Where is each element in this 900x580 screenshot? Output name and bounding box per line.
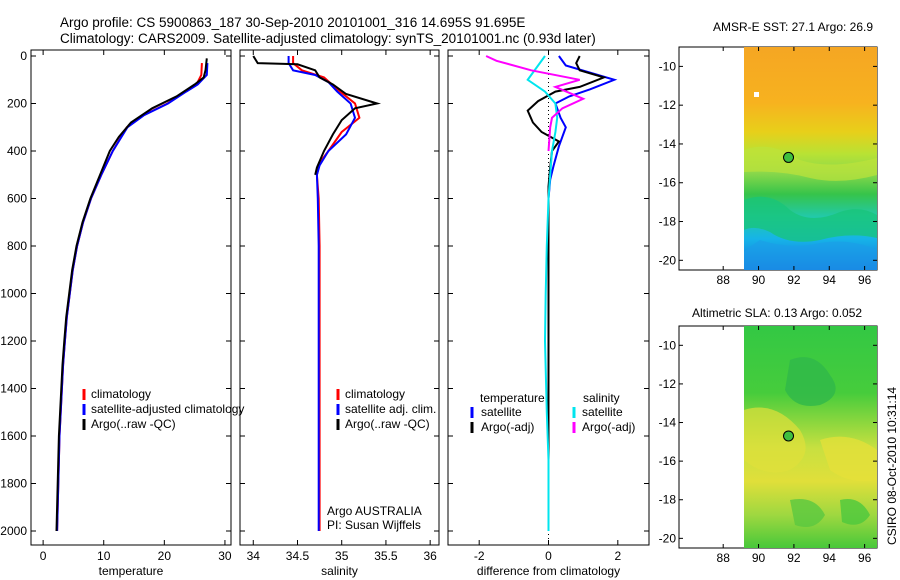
sst-argo-marker [783,151,795,163]
depth-tick-label: 1400 [0,382,27,396]
sst-map-ytick-label: -18 [659,215,677,229]
difference-legend-label: Argo(-adj) [481,420,534,434]
depth-tick-label: 1200 [0,334,27,348]
difference-legend-header-salinity: salinity [583,391,620,405]
sst-map-ytick-label: -10 [659,59,677,73]
sla-map-xtick-label: 94 [823,551,837,565]
temperature-xlabel: temperature [99,564,164,578]
sst-map-xtick-label: 88 [717,273,731,287]
difference-series-salinity-satellite [526,55,559,531]
temperature-series-argo-raw-qc- [55,58,208,532]
figure-title-line2: Climatology: CARS2009. Satellite-adjuste… [60,31,596,46]
difference-xlabel: difference from climatology [477,564,620,578]
depth-tick-label: 400 [7,144,27,158]
depth-tick-label: 1800 [0,477,27,491]
sla-map-xtick-label: 92 [787,551,801,565]
sla-heatmap [744,326,877,548]
temperature-series-satellite-adjusted-climatology [56,63,209,532]
float-annotation: Argo AUSTRALIA [327,504,422,518]
salinity-xtick-label: 35.5 [374,549,398,563]
salinity-series-satellite-adj-clim- [287,56,357,531]
salinity-legend-label: Argo(..raw -QC) [345,417,430,431]
sla-map-ytick-label: -10 [659,338,677,352]
sst-map-xtick-label: 90 [752,273,766,287]
difference-legend-label: satellite [481,405,522,419]
sla-map-ytick-label: -20 [659,531,677,545]
temperature-panel-frame [30,49,232,546]
difference-series-temperature-satellite [547,55,618,531]
temperature-xtick-label: 0 [40,549,47,563]
sla-map-xtick-label: 90 [752,551,766,565]
sla-map-xtick-label: 96 [858,551,872,565]
salinity-xtick-label: 34.5 [286,549,310,563]
salinity-xlabel: salinity [321,564,358,578]
salinity-legend-label: satellite adj. clim. [345,402,436,416]
depth-tick-label: 200 [7,97,27,111]
difference-legend-header-temperature: temperature [480,391,545,405]
difference-xtick-label: 2 [614,549,621,563]
figure-title-line1: Argo profile: CS 5900863_187 30-Sep-2010… [60,15,525,30]
difference-legend-label: Argo(-adj) [582,420,635,434]
depth-tick-label: 1600 [0,429,27,443]
sla-map-ytick-label: -18 [659,493,677,507]
difference-series-temperature-argo-adj- [526,55,607,531]
sst-map-ytick-label: -12 [659,98,677,112]
salinity-series-argo-raw-qc- [252,55,382,176]
depth-tick-label: 600 [7,192,27,206]
depth-tick-label: 800 [7,239,27,253]
sst-map-xtick-label: 94 [823,273,837,287]
salinity-legend-label: climatology [345,387,405,401]
salinity-xtick-label: 36 [423,549,437,563]
depth-tick-label: 1000 [0,287,27,301]
sla-map-xtick-label: 88 [717,551,731,565]
temperature-xtick-label: 20 [158,549,172,563]
temperature-legend-label: climatology [91,387,151,401]
difference-xtick-label: 0 [545,549,552,563]
sst-map-ytick-label: -14 [659,137,677,151]
sla-map-title: Altimetric SLA: 0.13 Argo: 0.052 [692,306,862,320]
sst-heatmap [744,47,877,270]
salinity-panel-frame [239,49,440,546]
sla-argo-marker [783,430,795,442]
salinity-xtick-label: 34 [247,549,261,563]
difference-series-salinity-argo-adj- [485,55,586,152]
sla-map-ytick-label: -14 [659,416,677,430]
temperature-legend-label: satellite-adjusted climatology [91,402,244,416]
salinity-xtick-label: 35 [335,549,349,563]
sst-map-xtick-label: 92 [787,273,801,287]
difference-legend-label: satellite [582,405,623,419]
depth-tick-label: 0 [20,49,27,63]
timestamp-stamp: CSIRO 08-Oct-2010 10:31:14 [885,387,899,545]
temperature-xtick-label: 30 [218,549,232,563]
temperature-xtick-label: 10 [97,549,111,563]
sst-map-ytick-label: -20 [659,253,677,267]
sst-map-ytick-label: -16 [659,176,677,190]
temperature-series-climatology [56,63,203,532]
sla-map-ytick-label: -16 [659,454,677,468]
sla-map-ytick-label: -12 [659,377,677,391]
temperature-legend-label: Argo(..raw -QC) [91,417,176,431]
float-annotation: PI: Susan Wijffels [327,518,421,532]
difference-xtick-label: -2 [474,549,485,563]
sst-map-title: AMSR-E SST: 27.1 Argo: 26.9 [713,20,873,34]
sst-map-xtick-label: 96 [858,273,872,287]
depth-tick-label: 2000 [0,524,27,538]
